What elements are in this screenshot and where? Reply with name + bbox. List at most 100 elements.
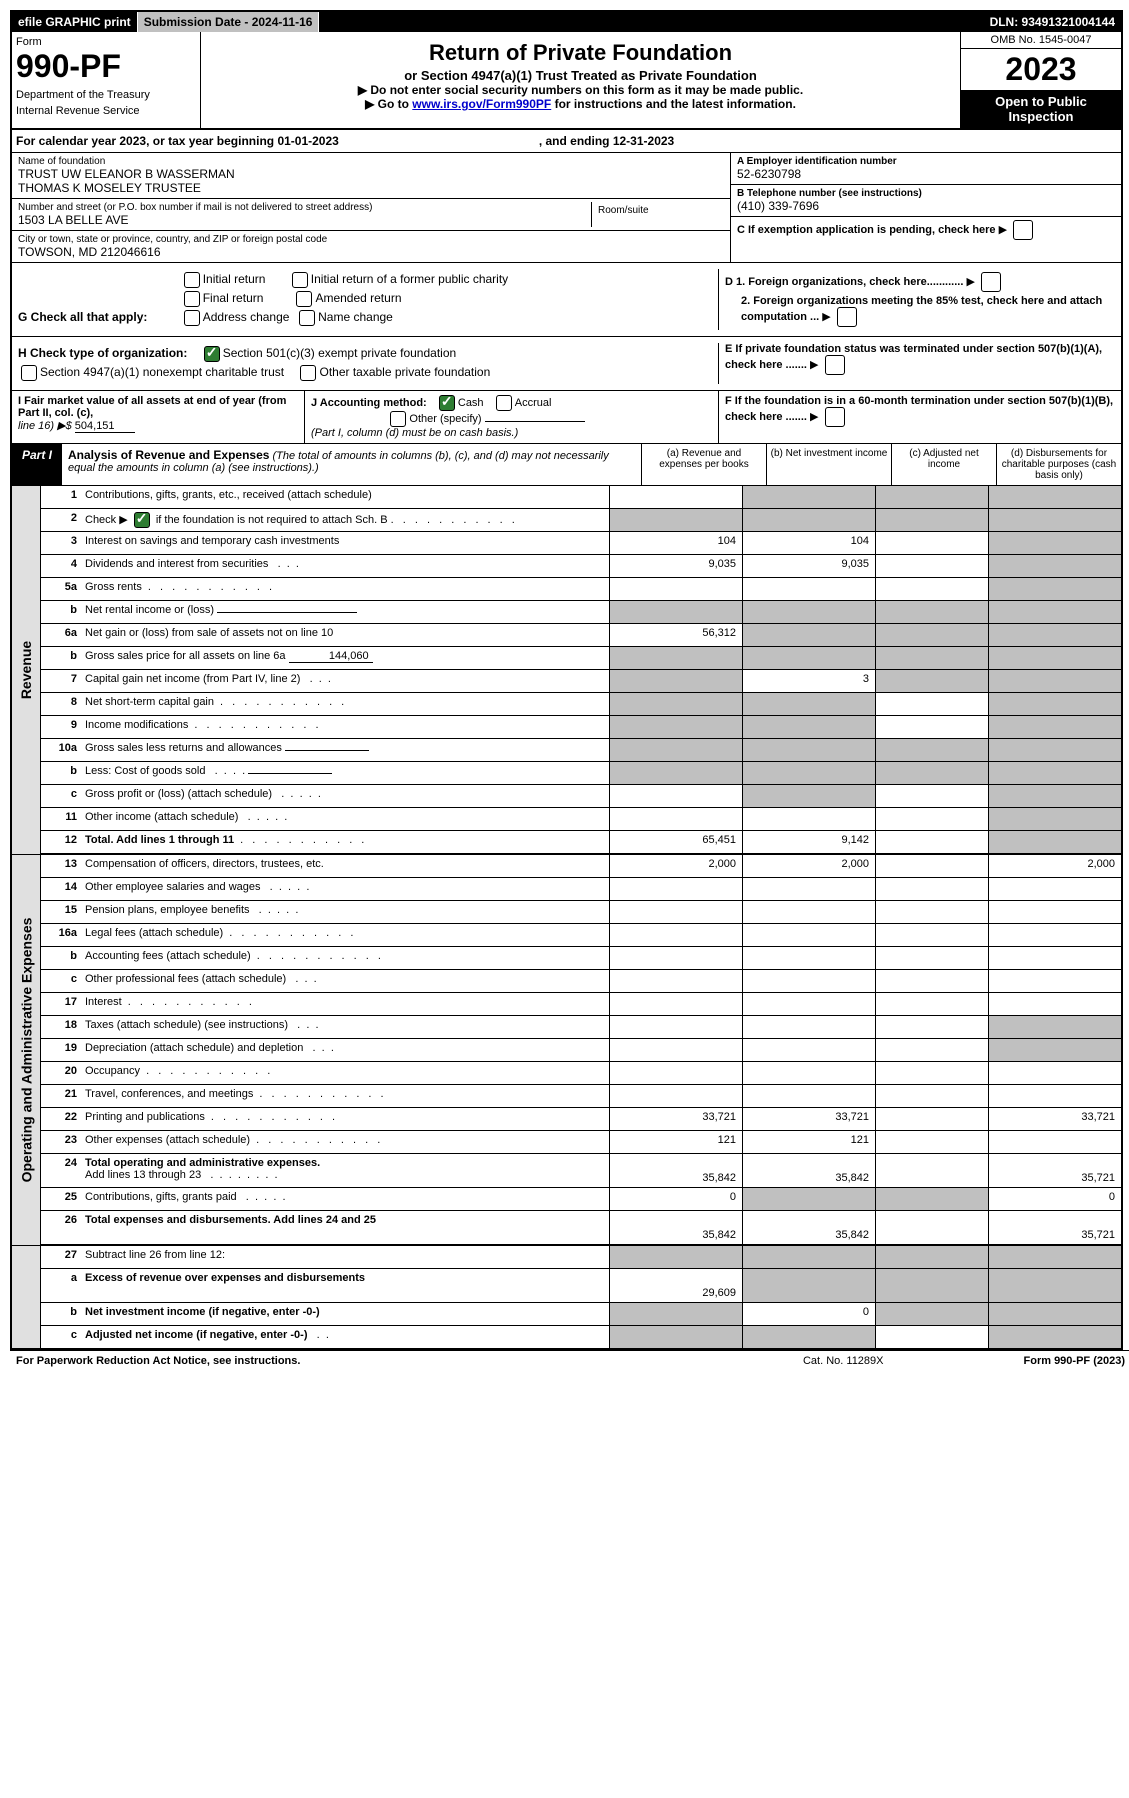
calendar-end: , and ending 12-31-2023 xyxy=(539,134,674,148)
row-1: 1Contributions, gifts, grants, etc., rec… xyxy=(41,486,1121,509)
checkbox-amended[interactable] xyxy=(296,291,312,307)
checkbox-cash[interactable] xyxy=(439,395,455,411)
row-25: 25Contributions, gifts, grants paid . . … xyxy=(41,1188,1121,1211)
row-9: 9Income modifications xyxy=(41,716,1121,739)
section-f: F If the foundation is in a 60-month ter… xyxy=(718,391,1121,443)
row-5b: bNet rental income or (loss) xyxy=(41,601,1121,624)
header-center: Return of Private Foundation or Section … xyxy=(201,32,960,128)
checkbox-schb[interactable] xyxy=(134,512,150,528)
top-bar: efile GRAPHIC print Submission Date - 20… xyxy=(12,12,1121,32)
checkbox-f[interactable] xyxy=(825,407,845,427)
expenses-section: Operating and Administrative Expenses 13… xyxy=(12,854,1121,1245)
efile-label: efile GRAPHIC print xyxy=(12,12,138,32)
expenses-label: Operating and Administrative Expenses xyxy=(12,855,41,1245)
row-11: 11Other income (attach schedule) . . . .… xyxy=(41,808,1121,831)
row-18: 18Taxes (attach schedule) (see instructi… xyxy=(41,1016,1121,1039)
entity-left: Name of foundation TRUST UW ELEANOR B WA… xyxy=(12,153,730,262)
row-16b: bAccounting fees (attach schedule) xyxy=(41,947,1121,970)
entity-info: Name of foundation TRUST UW ELEANOR B WA… xyxy=(12,153,1121,263)
row-19: 19Depreciation (attach schedule) and dep… xyxy=(41,1039,1121,1062)
row-17: 17Interest xyxy=(41,993,1121,1016)
section-e: E If private foundation status was termi… xyxy=(718,343,1115,384)
form-container: efile GRAPHIC print Submission Date - 20… xyxy=(10,10,1123,1350)
dept-treasury: Department of the Treasury xyxy=(16,89,196,101)
checkbox-accrual[interactable] xyxy=(496,395,512,411)
form-subtitle: or Section 4947(a)(1) Trust Treated as P… xyxy=(207,68,954,83)
row-10a: 10aGross sales less returns and allowanc… xyxy=(41,739,1121,762)
col-a-header: (a) Revenue and expenses per books xyxy=(641,444,766,485)
part1-header: Part I Analysis of Revenue and Expenses … xyxy=(12,444,1121,485)
row-10b: bLess: Cost of goods sold . . . . xyxy=(41,762,1121,785)
section-g-d: G Check all that apply: Initial return I… xyxy=(12,263,1121,337)
form-number: 990-PF xyxy=(16,48,196,85)
row-14: 14Other employee salaries and wages . . … xyxy=(41,878,1121,901)
row-6b: bGross sales price for all assets on lin… xyxy=(41,647,1121,670)
street-address: Number and street (or P.O. box number if… xyxy=(18,202,592,227)
open-inspection: Open to Public Inspection xyxy=(961,90,1121,128)
submission-date: Submission Date - 2024-11-16 xyxy=(138,12,320,32)
phone-cell: B Telephone number (see instructions) (4… xyxy=(731,185,1121,217)
calendar-year-row: For calendar year 2023, or tax year begi… xyxy=(12,130,1121,153)
row-7: 7Capital gain net income (from Part IV, … xyxy=(41,670,1121,693)
row-20: 20Occupancy xyxy=(41,1062,1121,1085)
revenue-label: Revenue xyxy=(12,486,41,854)
checkbox-final[interactable] xyxy=(184,291,200,307)
checkbox-initial[interactable] xyxy=(184,272,200,288)
note-link: ▶ Go to www.irs.gov/Form990PF for instru… xyxy=(207,97,954,111)
checkbox-501c3[interactable] xyxy=(204,346,220,362)
row-22: 22Printing and publications33,72133,7213… xyxy=(41,1108,1121,1131)
dept-irs: Internal Revenue Service xyxy=(16,105,196,117)
irs-link[interactable]: www.irs.gov/Form990PF xyxy=(412,97,551,111)
address-cell: Number and street (or P.O. box number if… xyxy=(12,199,730,231)
section-i: I Fair market value of all assets at end… xyxy=(12,391,305,443)
col-c-header: (c) Adjusted net income xyxy=(891,444,996,485)
checkbox-4947[interactable] xyxy=(21,365,37,381)
form-label: Form xyxy=(16,36,196,48)
room-suite: Room/suite xyxy=(592,202,724,227)
revenue-section: Revenue 1Contributions, gifts, grants, e… xyxy=(12,485,1121,854)
line27-section: 27Subtract line 26 from line 12: aExcess… xyxy=(12,1245,1121,1348)
checkbox-other-method[interactable] xyxy=(390,411,406,427)
row-8: 8Net short-term capital gain xyxy=(41,693,1121,716)
form-header: Form 990-PF Department of the Treasury I… xyxy=(12,32,1121,130)
checkbox-name[interactable] xyxy=(299,310,315,326)
checkbox-c[interactable] xyxy=(1013,220,1033,240)
checkbox-d1[interactable] xyxy=(981,272,1001,292)
tax-year: 2023 xyxy=(961,49,1121,90)
city-cell: City or town, state or province, country… xyxy=(12,231,730,262)
checkbox-address[interactable] xyxy=(184,310,200,326)
row-27c: cAdjusted net income (if negative, enter… xyxy=(41,1326,1121,1348)
form-name-footer: Form 990-PF (2023) xyxy=(1024,1355,1126,1367)
col-d-header: (d) Disbursements for charitable purpose… xyxy=(996,444,1121,485)
fmv-value: 504,151 xyxy=(75,420,135,433)
catalog-number: Cat. No. 11289X xyxy=(803,1355,884,1367)
calendar-begin: For calendar year 2023, or tax year begi… xyxy=(16,134,339,148)
section-h-e: H Check type of organization: Section 50… xyxy=(12,337,1121,391)
row-23: 23Other expenses (attach schedule)121121 xyxy=(41,1131,1121,1154)
header-right: OMB No. 1545-0047 2023 Open to Public In… xyxy=(960,32,1121,128)
entity-right: A Employer identification number 52-6230… xyxy=(730,153,1121,262)
column-headers: (a) Revenue and expenses per books (b) N… xyxy=(641,444,1121,485)
foundation-name-cell: Name of foundation TRUST UW ELEANOR B WA… xyxy=(12,153,730,199)
col-b-header: (b) Net investment income xyxy=(766,444,891,485)
row-16c: cOther professional fees (attach schedul… xyxy=(41,970,1121,993)
part1-label: Part I xyxy=(12,444,62,485)
exemption-pending: C If exemption application is pending, c… xyxy=(731,217,1121,243)
section-h: H Check type of organization: Section 50… xyxy=(18,343,718,384)
dln-label: DLN: 93491321004144 xyxy=(984,12,1121,32)
checkbox-other-tax[interactable] xyxy=(300,365,316,381)
row-6a: 6aNet gain or (loss) from sale of assets… xyxy=(41,624,1121,647)
section-j: J Accounting method: Cash Accrual Other … xyxy=(305,391,718,443)
section-g: G Check all that apply: Initial return I… xyxy=(18,269,718,330)
row-15: 15Pension plans, employee benefits . . .… xyxy=(41,901,1121,924)
header-left: Form 990-PF Department of the Treasury I… xyxy=(12,32,201,128)
row-26: 26Total expenses and disbursements. Add … xyxy=(41,1211,1121,1245)
row-27b: bNet investment income (if negative, ent… xyxy=(41,1303,1121,1326)
part1-desc: Analysis of Revenue and Expenses (The to… xyxy=(62,444,641,485)
checkbox-d2[interactable] xyxy=(837,307,857,327)
checkbox-e[interactable] xyxy=(825,355,845,375)
checkbox-initial-former[interactable] xyxy=(292,272,308,288)
form-title: Return of Private Foundation xyxy=(207,40,954,66)
form-footer: For Paperwork Reduction Act Notice, see … xyxy=(10,1350,1129,1371)
row-21: 21Travel, conferences, and meetings xyxy=(41,1085,1121,1108)
